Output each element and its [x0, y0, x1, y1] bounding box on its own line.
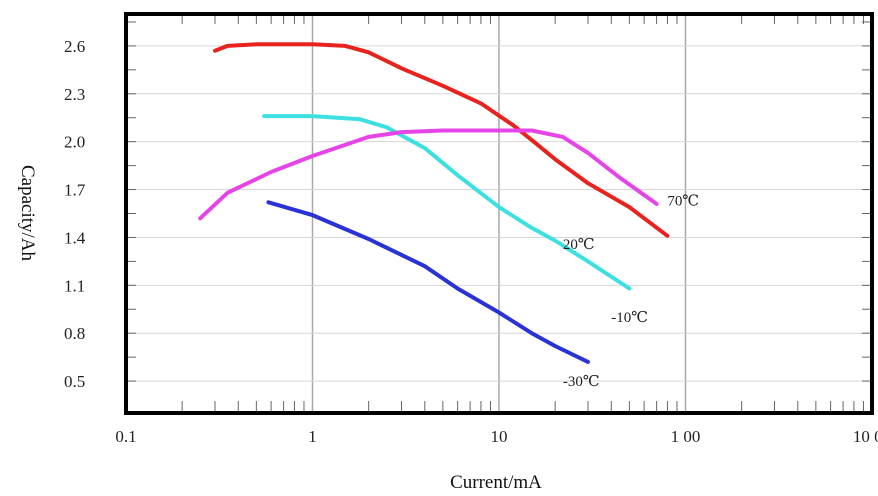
x-tick-label: 1	[308, 427, 317, 446]
x-tick-label: 0.1	[115, 427, 136, 446]
x-tick-label: 1 00	[671, 427, 701, 446]
x-axis-title: Current/mA	[450, 472, 542, 493]
y-axis-title: Capacity/Ah	[17, 165, 38, 262]
y-tick-label: 0.8	[64, 324, 85, 343]
x-tick-label: 10 00	[853, 427, 878, 446]
series-line	[266, 200, 590, 364]
y-tick-labels: 2.6 2.3 2.0 1.7 1.4 1.1 0.8 0.5	[64, 37, 86, 391]
grid-lines	[126, 14, 872, 413]
y-tick-label: 2.6	[64, 37, 85, 56]
x-tick-labels: 0.1 1 10 1 00 10 00	[115, 427, 878, 446]
y-tick-label: 1.7	[64, 181, 86, 200]
x-tick-label: 10	[491, 427, 508, 446]
plot-frame	[124, 12, 874, 415]
series-line	[198, 128, 659, 221]
y-tick-label: 1.1	[64, 276, 85, 295]
y-tick-label: 1.4	[64, 228, 86, 247]
y-tick-label: 2.0	[64, 133, 85, 152]
series-line	[213, 42, 670, 238]
series-label: -10℃	[611, 310, 648, 326]
y-tick-label: 0.5	[64, 372, 85, 391]
series-lines	[198, 42, 670, 364]
series-label: -30℃	[563, 374, 600, 390]
series-annotations: 70℃ 20℃ -10℃ -30℃	[563, 194, 699, 390]
series-line	[262, 114, 632, 291]
y-tick-label: 2.3	[64, 85, 85, 104]
series-label: 70℃	[667, 194, 699, 210]
series-label: 20℃	[563, 237, 595, 253]
